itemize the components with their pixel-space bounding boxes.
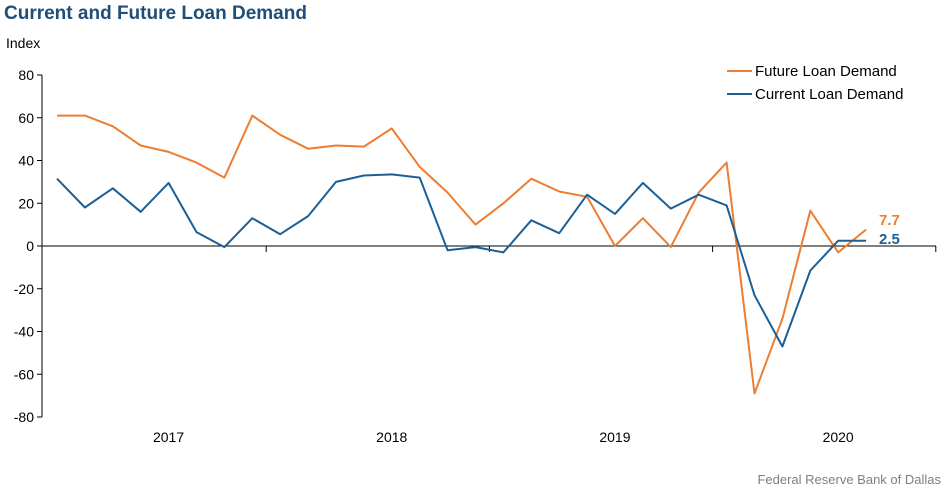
series-lines: 7.72.5 — [56, 114, 900, 395]
end-value-label-future: 7.7 — [879, 212, 900, 229]
chart-title: Current and Future Loan Demand — [4, 3, 307, 24]
legend-label-current: Current Loan Demand — [755, 86, 903, 103]
series-line-current — [56, 173, 867, 348]
y-tick-label: 80 — [18, 67, 34, 83]
legend: Future Loan Demand Current Loan Demand — [727, 63, 903, 103]
x-tick-label: 2020 — [823, 429, 854, 445]
y-tick-label: 20 — [18, 195, 34, 211]
y-tick-label: -80 — [14, 409, 34, 425]
y-tick-label: 60 — [18, 110, 34, 126]
y-tick-label: -40 — [14, 324, 34, 340]
end-value-label-current: 2.5 — [879, 231, 900, 248]
y-tick-label: 40 — [18, 153, 34, 169]
y-tick-label: -20 — [14, 281, 34, 297]
legend-label-future: Future Loan Demand — [755, 63, 897, 80]
x-tick-label: 2017 — [153, 429, 184, 445]
series-line-future — [57, 114, 867, 395]
x-tick-label: 2019 — [599, 429, 630, 445]
axes: 80 60 40 20 0 -20 -40 -60 -80 2017 2018 2019 2020 — [14, 67, 937, 445]
y-axis-label: Index — [6, 35, 41, 51]
y-tick-label: -60 — [14, 366, 34, 382]
y-tick-label: 0 — [26, 238, 34, 254]
source-note: Federal Reserve Bank of Dallas — [757, 472, 941, 487]
x-tick-label: 2018 — [376, 429, 407, 445]
